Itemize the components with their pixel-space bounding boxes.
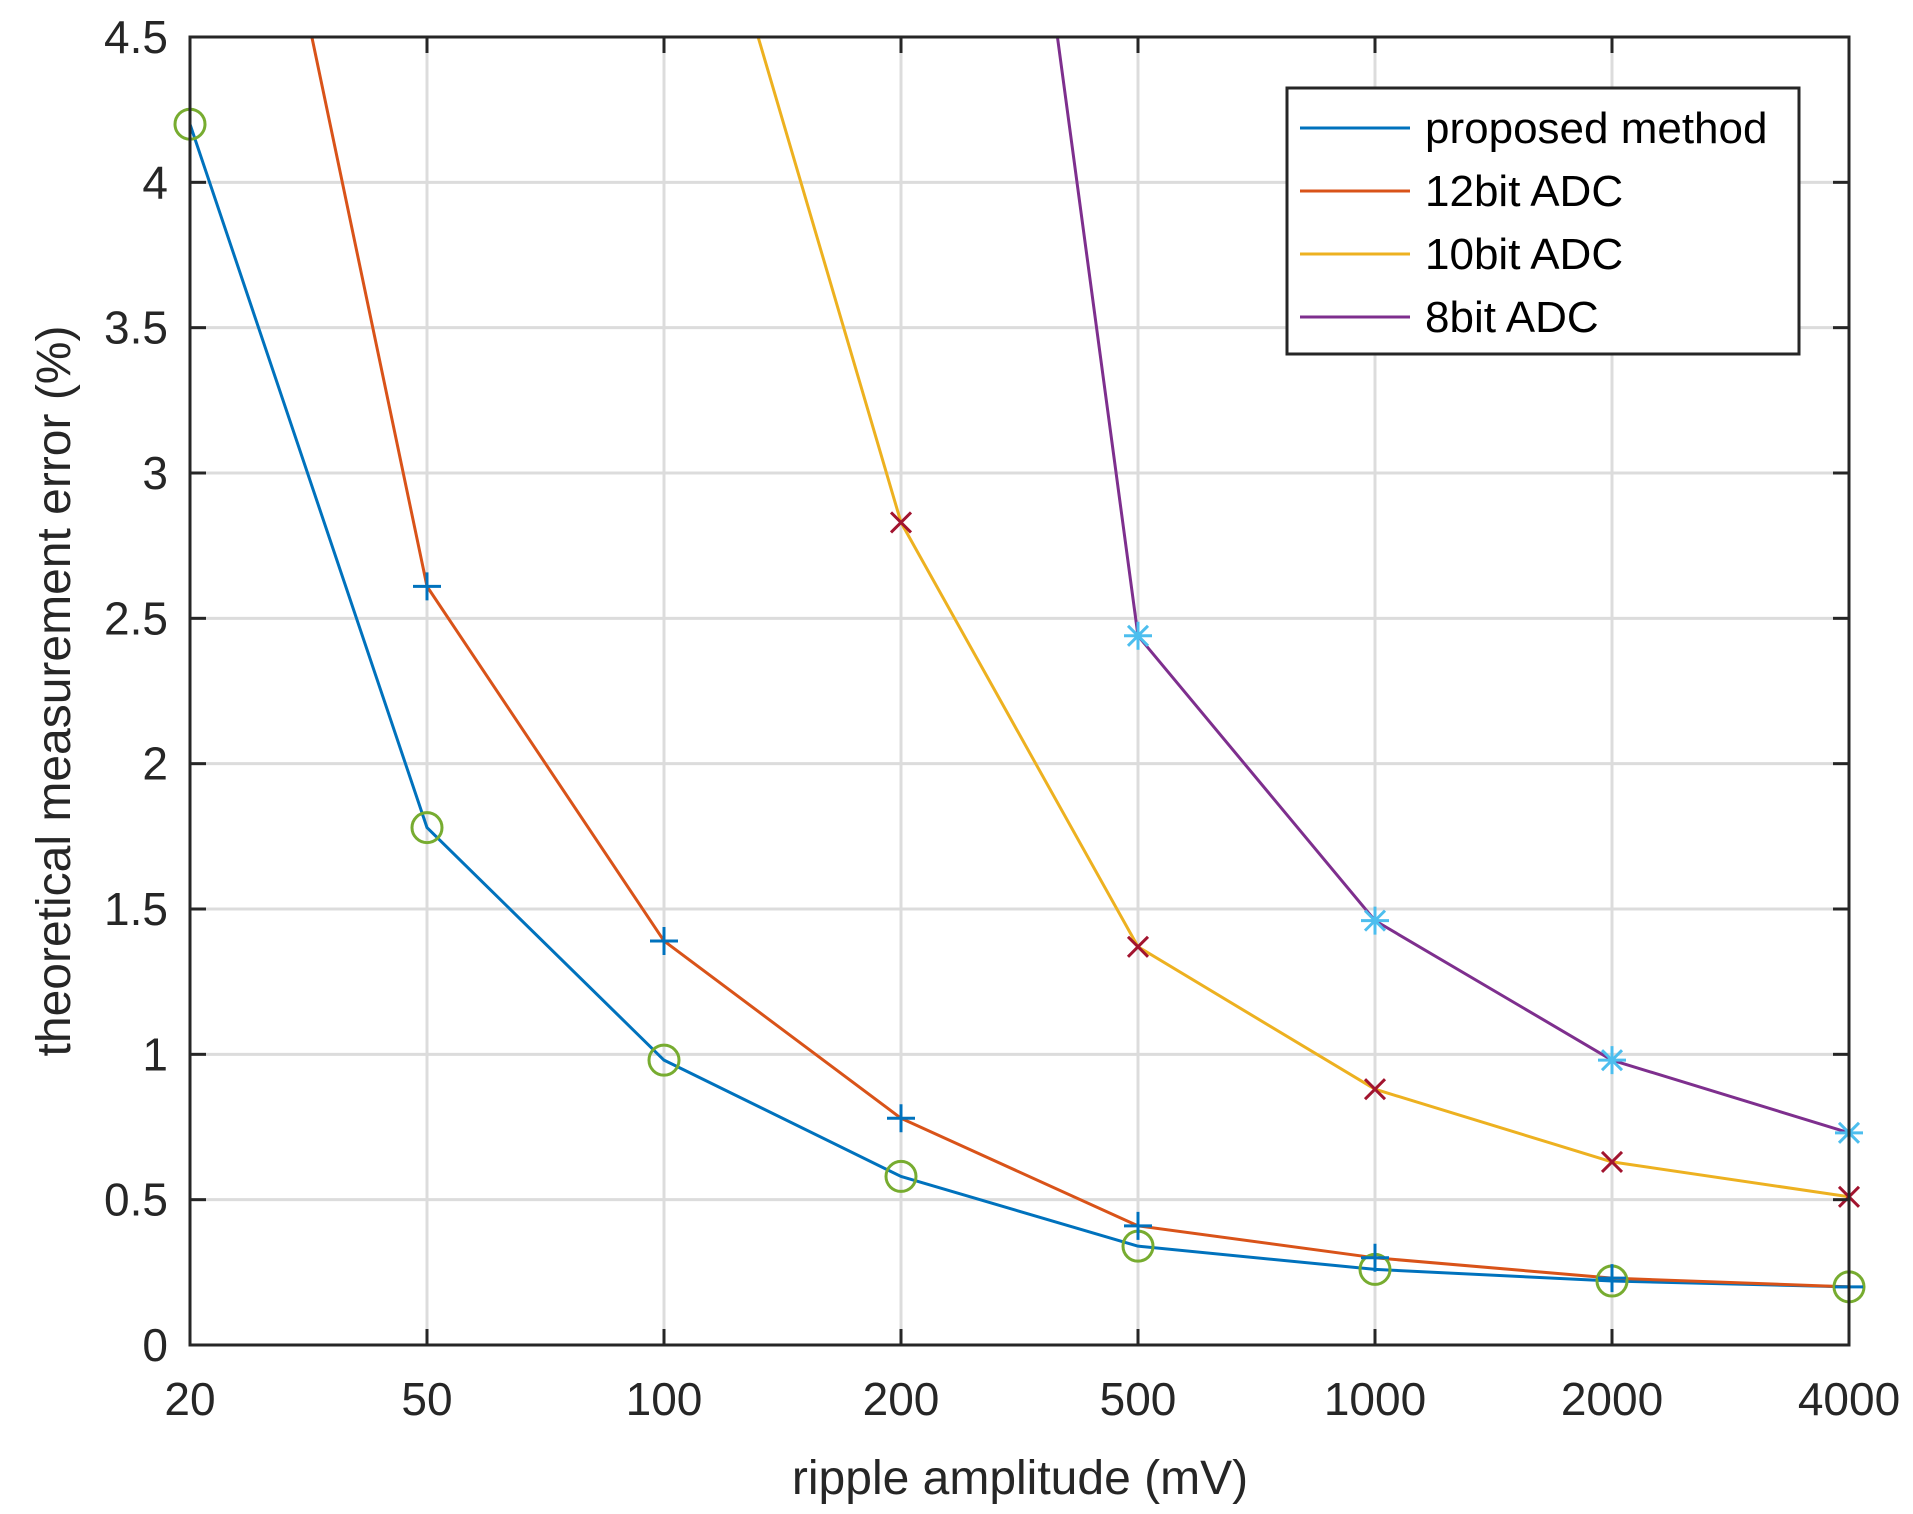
data-point-circle	[410, 811, 444, 845]
legend-label: 8bit ADC	[1425, 293, 1599, 342]
y-tick-label: 1	[142, 1028, 168, 1080]
y-tick-label: 4	[142, 156, 168, 208]
y-tick-label: 4.5	[104, 11, 168, 63]
y-tick-label: 1.5	[104, 883, 168, 935]
x-tick-label: 1000	[1324, 1373, 1426, 1425]
data-point-plus	[1361, 1243, 1389, 1272]
series-markers	[173, 107, 1866, 1304]
data-point-asterisk	[1361, 906, 1389, 935]
y-tick-labels: 0 0.5 1 1.5 2 2.5 3 3.5 4 4.5	[104, 11, 168, 1371]
legend-box	[1285, 86, 1801, 356]
x-tick-label: 4000	[1798, 1373, 1900, 1425]
axes	[188, 35, 1851, 1347]
data-point-cross	[889, 511, 913, 534]
y-tick-label: 0.5	[104, 1174, 168, 1226]
data-point-plus	[887, 1104, 915, 1133]
x-tick-label: 50	[401, 1373, 452, 1425]
data-point-plus	[413, 572, 441, 601]
data-point-plus	[1598, 1264, 1626, 1293]
x-tick-labels: 20 50 100 200 500 1000 2000 4000	[164, 1373, 1900, 1425]
series-lines	[190, 37, 1849, 1289]
x-tick-label: 20	[164, 1373, 215, 1425]
data-point-circle	[884, 1159, 918, 1193]
y-tick-label: 0	[142, 1319, 168, 1371]
y-tick-label: 3	[142, 447, 168, 499]
x-axis-label: ripple amplitude (mV)	[792, 1452, 1248, 1505]
y-tick-label: 3.5	[104, 302, 168, 354]
series-line	[310, 37, 1849, 1289]
x-tick-label: 2000	[1561, 1373, 1663, 1425]
legend-label: proposed method	[1425, 104, 1767, 153]
y-tick-label: 2.5	[104, 592, 168, 644]
data-point-asterisk	[1598, 1046, 1626, 1075]
x-tick-label: 200	[863, 1373, 940, 1425]
x-tick-label: 100	[626, 1373, 703, 1425]
series-line	[756, 37, 1849, 1199]
legend: proposed method 12bit ADC 10bit ADC 8bit AD…	[1285, 86, 1801, 356]
series-line	[190, 123, 1849, 1289]
y-tick-label: 2	[142, 738, 168, 790]
series-line	[1055, 37, 1849, 1135]
y-axis-label: theoretical measurement error (%)	[28, 326, 81, 1057]
plot-frame	[188, 35, 1851, 1347]
data-point-asterisk	[1124, 621, 1152, 650]
legend-label: 12bit ADC	[1425, 167, 1623, 216]
data-point-plus	[650, 926, 678, 955]
data-point-cross	[1126, 935, 1150, 958]
x-tick-label: 500	[1100, 1373, 1177, 1425]
data-point-cross	[1363, 1078, 1387, 1101]
data-point-circle	[647, 1043, 681, 1077]
data-point-cross	[1600, 1150, 1624, 1173]
data-point-plus	[1124, 1211, 1152, 1240]
legend-label: 10bit ADC	[1425, 230, 1623, 279]
